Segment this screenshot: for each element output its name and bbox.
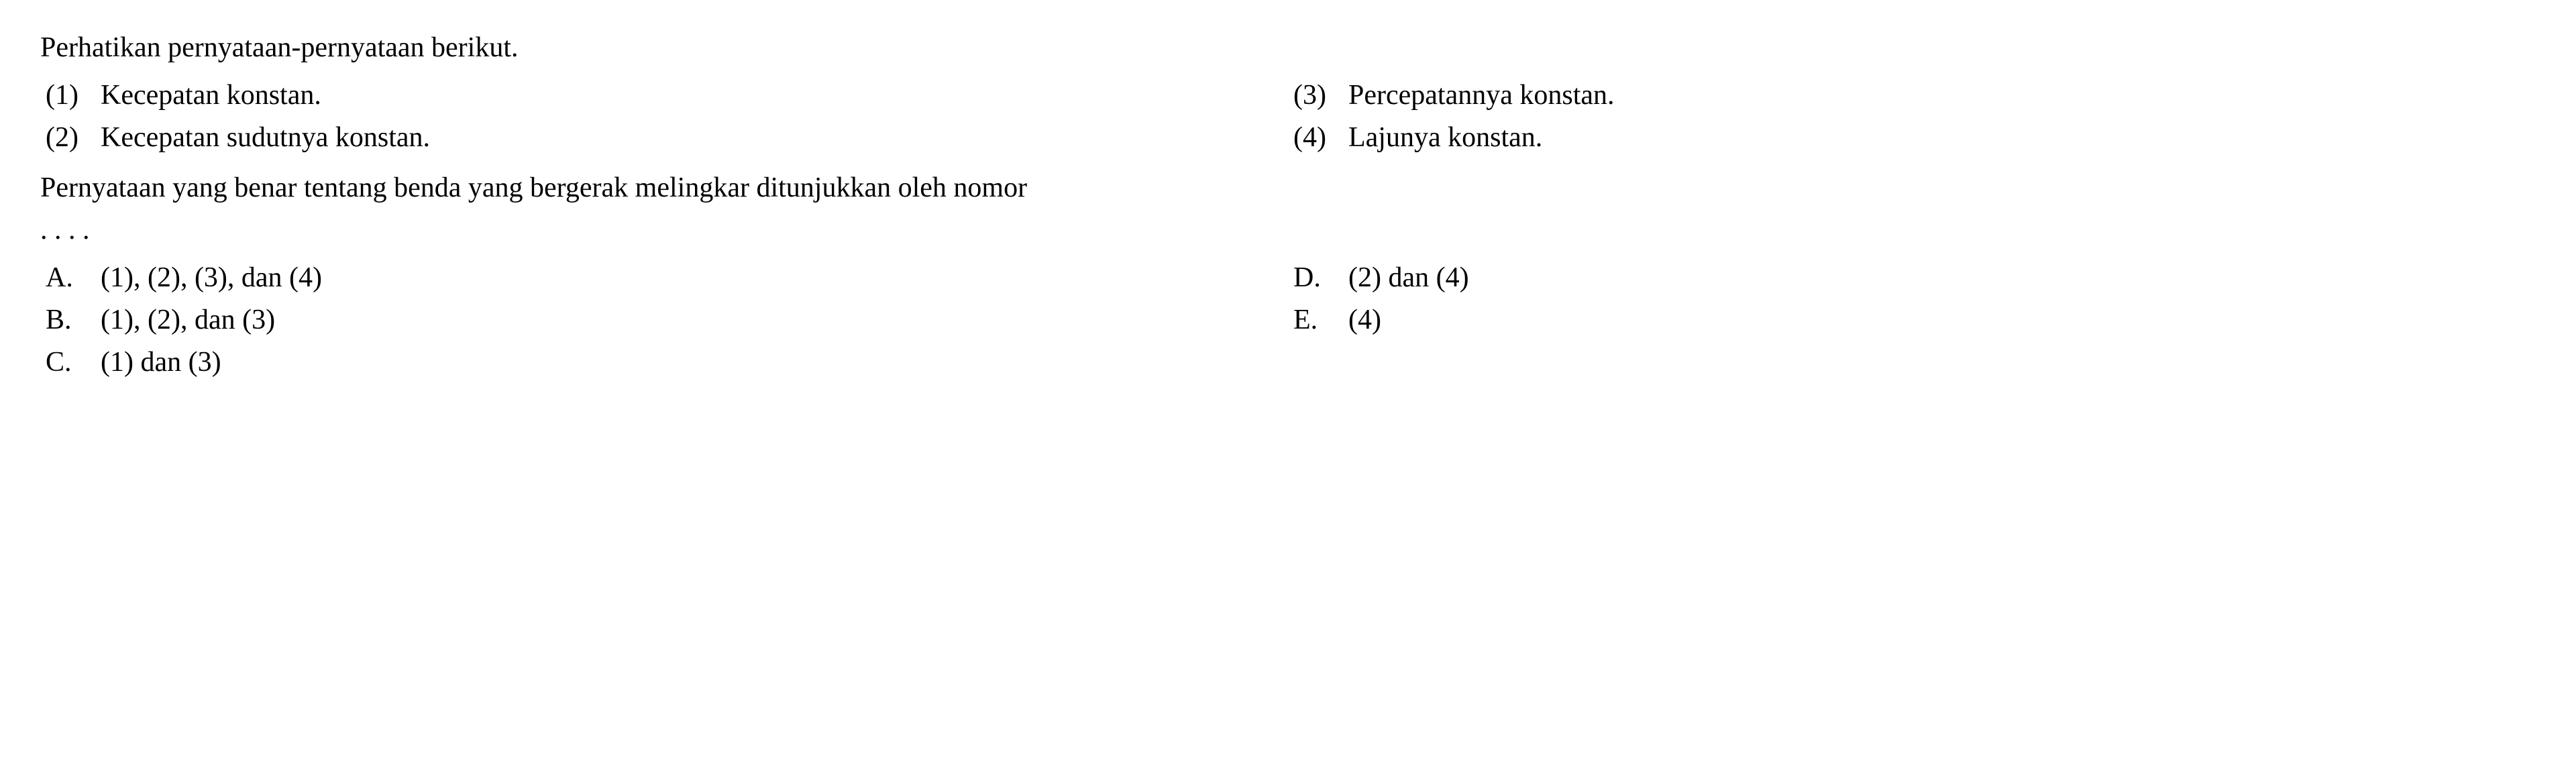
- question-line-2: . . . .: [40, 209, 2536, 252]
- option-a: A. (1), (2), (3), dan (4): [40, 257, 1288, 299]
- option-c-text: (1) dan (3): [101, 341, 1288, 384]
- statement-2-text: Kecepatan sudutnya konstan.: [101, 117, 1288, 159]
- option-d-text: (2) dan (4): [1348, 257, 2536, 299]
- options-container: A. (1), (2), (3), dan (4) B. (1), (2), d…: [40, 257, 2536, 384]
- statements-container: (1) Kecepatan konstan. (2) Kecepatan sud…: [40, 74, 2536, 159]
- statement-2: (2) Kecepatan sudutnya konstan.: [40, 117, 1288, 159]
- option-d: D. (2) dan (4): [1288, 257, 2536, 299]
- statements-right-column: (3) Percepatannya konstan. (4) Lajunya k…: [1288, 74, 2536, 159]
- option-b-text: (1), (2), dan (3): [101, 299, 1288, 341]
- option-c-letter: C.: [40, 341, 101, 384]
- option-e-letter: E.: [1288, 299, 1348, 341]
- question-text: Pernyataan yang benar tentang benda yang…: [40, 167, 2536, 252]
- statement-4-text: Lajunya konstan.: [1348, 117, 2536, 159]
- option-b: B. (1), (2), dan (3): [40, 299, 1288, 341]
- option-b-letter: B.: [40, 299, 101, 341]
- option-a-letter: A.: [40, 257, 101, 299]
- option-c: C. (1) dan (3): [40, 341, 1288, 384]
- statement-1: (1) Kecepatan konstan.: [40, 74, 1288, 117]
- intro-text: Perhatikan pernyataan-pernyataan berikut…: [40, 27, 2536, 69]
- statement-4-number: (4): [1288, 117, 1348, 159]
- statement-1-text: Kecepatan konstan.: [101, 74, 1288, 117]
- statement-3-number: (3): [1288, 74, 1348, 117]
- statement-4: (4) Lajunya konstan.: [1288, 117, 2536, 159]
- statement-3: (3) Percepatannya konstan.: [1288, 74, 2536, 117]
- question-line-1: Pernyataan yang benar tentang benda yang…: [40, 167, 2536, 209]
- option-e: E. (4): [1288, 299, 2536, 341]
- statement-2-number: (2): [40, 117, 101, 159]
- options-right-column: D. (2) dan (4) E. (4): [1288, 257, 2536, 384]
- option-e-text: (4): [1348, 299, 2536, 341]
- option-a-text: (1), (2), (3), dan (4): [101, 257, 1288, 299]
- statement-3-text: Percepatannya konstan.: [1348, 74, 2536, 117]
- option-d-letter: D.: [1288, 257, 1348, 299]
- statements-left-column: (1) Kecepatan konstan. (2) Kecepatan sud…: [40, 74, 1288, 159]
- statement-1-number: (1): [40, 74, 101, 117]
- options-left-column: A. (1), (2), (3), dan (4) B. (1), (2), d…: [40, 257, 1288, 384]
